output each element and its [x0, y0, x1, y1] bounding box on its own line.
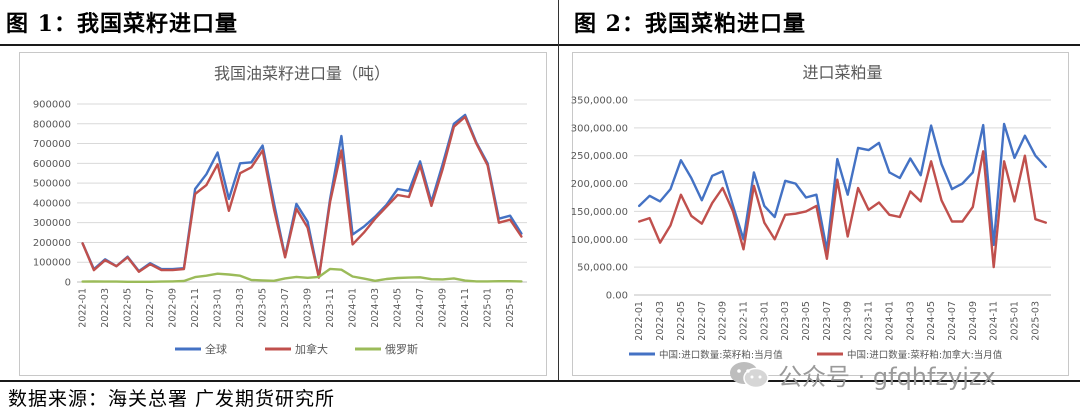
x-tick-label: 2024-01 — [884, 301, 895, 341]
wechat-icon — [728, 360, 770, 390]
y-tick-label: 300000 — [33, 218, 71, 229]
x-tick-label: 2025-01 — [483, 288, 494, 328]
y-tick-label: 100,000.00 — [571, 235, 628, 246]
x-tick-label: 2025-01 — [1010, 301, 1021, 341]
x-tick-label: 2022-05 — [123, 288, 134, 328]
x-tick-label: 2024-05 — [393, 288, 404, 328]
y-tick-label: 50,000.00 — [577, 263, 628, 274]
x-tick-label: 2024-03 — [905, 301, 916, 341]
x-tick-label: 2023-03 — [235, 288, 246, 328]
x-tick-label: 2023-07 — [822, 301, 833, 341]
x-tick-label: 2024-09 — [438, 288, 449, 328]
y-tick-label: 300,000.00 — [571, 123, 628, 134]
x-tick-label: 2022-07 — [145, 288, 156, 328]
legend-label: 俄罗斯 — [385, 343, 418, 356]
x-tick-label: 2024-09 — [968, 301, 979, 341]
header-left: 图 1：我国菜籽进口量 — [6, 11, 238, 37]
x-tick-label: 2023-09 — [303, 288, 314, 328]
x-tick-label: 2023-03 — [780, 301, 791, 341]
y-tick-label: 600000 — [33, 159, 71, 170]
x-tick-label: 2023-11 — [864, 301, 875, 341]
x-tick-label: 2023-11 — [325, 288, 336, 328]
chart-title: 进口菜粕量 — [802, 63, 882, 82]
x-tick-label: 2025-03 — [505, 288, 516, 328]
chart-panel-rapeseed: 我国油菜籽进口量（吨） 0 100000 200000 300000 400000 5000… — [19, 52, 547, 376]
header-right: 图 2：我国菜粕进口量 — [574, 11, 806, 37]
x-tick-label: 2022-07 — [697, 301, 708, 341]
x-tick-label: 2023-01 — [213, 288, 224, 328]
watermark-text: 公众号 · gfqhfzyjzx — [778, 363, 996, 391]
x-tick-label: 2022-01 — [634, 301, 645, 341]
x-tick-label: 2025-03 — [1030, 301, 1041, 341]
y-tick-label: 0.00 — [606, 291, 628, 302]
series-line — [637, 122, 1047, 252]
panel-divider — [558, 0, 559, 381]
y-tick-label: 150,000.00 — [571, 207, 628, 218]
y-tick-label: 800000 — [33, 119, 71, 130]
chart-panel-rapemeal: 进口菜粕量 0.00 50,000.00 100,000.00 150,000.00 20… — [571, 52, 1069, 376]
x-tick-label: 2024-05 — [926, 301, 937, 341]
legend-label: 中国:进口数量:菜籽粕:当月值 — [659, 349, 783, 361]
x-tick-label: 2023-05 — [801, 301, 812, 341]
x-tick-label: 2022-11 — [738, 301, 749, 341]
y-tick-label: 350,000.00 — [571, 96, 628, 107]
x-tick-label: 2022-09 — [168, 288, 179, 328]
series-line — [81, 113, 523, 279]
y-tick-label: 200,000.00 — [571, 179, 628, 190]
watermark: 公众号 · gfqhfzyjzx — [728, 357, 996, 392]
legend-label: 加拿大 — [295, 342, 328, 356]
x-tick-label: 2023-07 — [280, 288, 291, 328]
y-tick-label: 900000 — [33, 100, 71, 111]
rapemeal-import-chart: 进口菜粕量 0.00 50,000.00 100,000.00 150,000.00 20… — [571, 63, 1051, 361]
x-tick-label: 2022-09 — [718, 301, 729, 341]
rapeseed-import-chart: 我国油菜籽进口量（吨） 0 100000 200000 300000 400000 5000… — [33, 64, 527, 356]
x-tick-label: 2023-09 — [843, 301, 854, 341]
y-tick-label: 400000 — [33, 198, 71, 209]
x-tick-label: 2024-03 — [370, 288, 381, 328]
x-tick-label: 2022-01 — [78, 288, 89, 328]
x-tick-label: 2022-03 — [655, 301, 666, 341]
series-line — [81, 115, 523, 279]
x-tick-label: 2023-05 — [258, 288, 269, 328]
x-tick-label: 2024-01 — [348, 288, 359, 328]
chart-title: 我国油菜籽进口量（吨） — [214, 64, 390, 83]
x-tick-label: 2024-11 — [460, 288, 471, 328]
legend-label: 中国:进口数量:菜籽粕:加拿大:当月值 — [847, 349, 1003, 361]
source-note: 数据来源：海关总署 广发期货研究所 — [8, 388, 336, 410]
y-tick-label: 700000 — [33, 139, 71, 150]
x-tick-label: 2022-05 — [676, 301, 687, 341]
series-line — [81, 267, 523, 284]
y-tick-label: 100000 — [33, 258, 71, 269]
x-tick-label: 2022-03 — [100, 288, 111, 328]
footer-rule — [0, 380, 1080, 382]
x-tick-label: 2023-01 — [759, 301, 770, 341]
y-tick-label: 250,000.00 — [571, 151, 628, 162]
legend-label: 全球 — [205, 342, 227, 356]
header-rule — [0, 44, 1080, 46]
y-tick-label: 0 — [65, 278, 71, 289]
x-tick-label: 2022-11 — [190, 288, 201, 328]
y-tick-label: 200000 — [33, 238, 71, 249]
x-tick-label: 2024-07 — [947, 301, 958, 341]
y-tick-label: 500000 — [33, 179, 71, 190]
series-line — [637, 150, 1047, 269]
x-tick-label: 2024-11 — [989, 301, 1000, 341]
x-tick-label: 2024-07 — [415, 288, 426, 328]
